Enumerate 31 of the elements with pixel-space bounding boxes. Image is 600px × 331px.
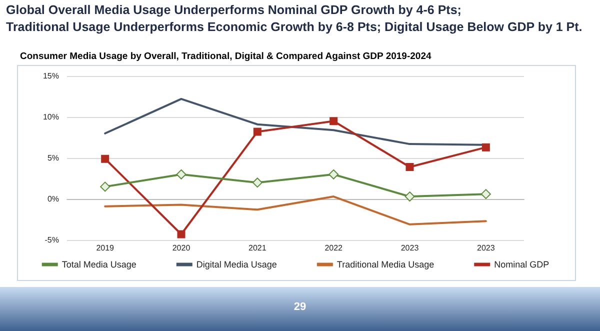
point — [252, 178, 262, 188]
point — [253, 128, 262, 136]
x-tick-label: 2023 — [477, 244, 496, 252]
x-tick-label: 2019 — [96, 244, 115, 252]
text: 29 — [292, 301, 308, 313]
legend-label: Traditional Media Usage — [336, 260, 434, 270]
chart-title: Global Overall Media Usage Underperforms Nominal GDP Growth by 4-6 Pts; Traditional Usage Underperforms Economic Growth by 6-8 Pts; Digital Usage Below GDP by 1 Pt. — [6, 2, 584, 36]
y-tick-label: 5% — [47, 154, 59, 162]
y-tick-label: -5% — [44, 236, 59, 244]
y-tick-label: 0% — [47, 194, 59, 204]
x-tick-label: 2022 — [324, 244, 344, 252]
x-tick-label: 2023 — [400, 244, 420, 252]
y-tick-label: 10% — [42, 112, 59, 122]
legend-label: Nominal GDP — [494, 260, 550, 270]
line-series — [104, 196, 487, 226]
point — [482, 143, 490, 152]
x-tick-label: 2020 — [172, 244, 191, 252]
point — [101, 154, 110, 163]
point — [328, 169, 339, 180]
point — [177, 230, 186, 238]
chart-subtitle: Consumer Media Usage by Overall, Traditional, Digital & Compared Against GDP 2019-2024 — [20, 51, 432, 62]
point — [330, 117, 338, 126]
y-tick-label: 15% — [42, 72, 59, 80]
point — [100, 182, 110, 192]
point — [480, 189, 491, 200]
x-tick-label: 2021 — [248, 244, 267, 252]
point — [404, 192, 415, 202]
point — [406, 163, 414, 172]
point — [176, 169, 186, 180]
legend-label: Digital Media Usage — [196, 260, 277, 270]
legend-label: Total Media Usage — [62, 260, 136, 270]
